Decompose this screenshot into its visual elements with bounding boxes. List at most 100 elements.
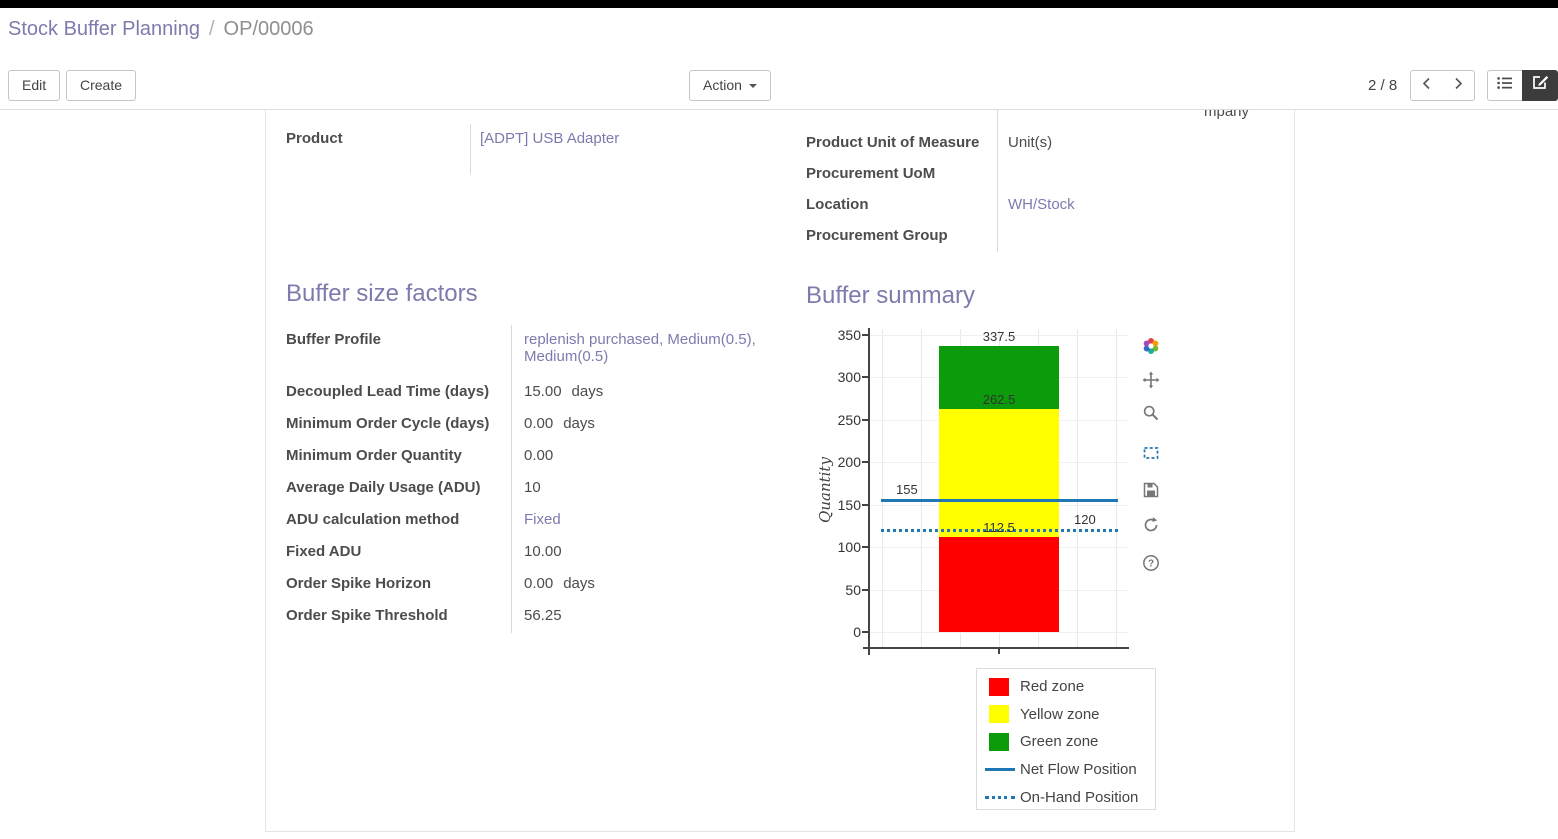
chart-annotation: 155	[896, 482, 918, 498]
y-tick-label: 0	[853, 624, 861, 640]
breadcrumb: Stock Buffer Planning / OP/00006	[8, 18, 314, 41]
order-spike-threshold-label: Order Spike Threshold	[286, 601, 512, 633]
zoom-icon[interactable]	[1139, 401, 1163, 425]
y-tick-mark	[862, 418, 869, 421]
box-select-icon[interactable]	[1139, 441, 1163, 465]
fixed-adu-label: Fixed ADU	[286, 537, 512, 569]
buffer-chart: 0 50 100 150 200 250 300 350 112.5 262.5 337.5 155 1…	[811, 325, 1181, 830]
line-on-hand-position	[881, 528, 1118, 532]
breadcrumb-current: OP/00006	[223, 18, 314, 40]
line-net-flow-position	[881, 498, 1118, 502]
form-sheet: mpany Product [ADPT] USB Adapter Product…	[265, 110, 1295, 832]
top-black-bar	[0, 0, 1558, 8]
action-label: Action	[703, 77, 742, 93]
procurement-uom-value	[998, 159, 1268, 190]
legend-item-net-flow-position[interactable]: Net Flow Position	[977, 756, 1155, 784]
y-axis-line	[868, 328, 870, 649]
pager-next-button[interactable]	[1442, 70, 1475, 101]
chevron-right-icon	[1454, 71, 1463, 100]
dlt-value: 15.00	[524, 383, 562, 400]
y-tick-label: 150	[837, 496, 861, 513]
procurement-uom-label: Procurement UoM	[806, 159, 998, 190]
legend-label: On-Hand Position	[1020, 788, 1139, 806]
y-tick-mark	[862, 631, 869, 633]
breadcrumb-parent-link[interactable]: Stock Buffer Planning	[8, 18, 200, 40]
buffer-summary-title: Buffer summary	[806, 282, 975, 309]
adu-method-label: ADU calculation method	[286, 505, 512, 537]
gridline-vertical	[1077, 329, 1078, 647]
chart-annotation: 262.5	[982, 392, 1016, 408]
buffer-profile-label: Buffer Profile	[286, 325, 512, 377]
form-edit-icon	[1532, 71, 1549, 100]
save-icon[interactable]	[1139, 478, 1163, 502]
pager-previous-button[interactable]	[1410, 70, 1443, 101]
order-spike-threshold-value: 56.25	[524, 607, 562, 624]
gridline-vertical	[882, 329, 883, 647]
legend-item-green-zone[interactable]: Green zone	[977, 728, 1155, 756]
create-button[interactable]: Create	[66, 70, 137, 101]
form-view-button[interactable]	[1522, 70, 1558, 101]
location-label: Location	[806, 190, 998, 221]
product-link[interactable]: [ADPT] USB Adapter	[480, 130, 620, 147]
chart-legend: Red zone Yellow zone Green zone Net Flow…	[976, 668, 1156, 810]
gridline-horizontal	[869, 632, 1129, 633]
on-hand-dotted-swatch	[985, 795, 1015, 799]
legend-label: Yellow zone	[1020, 705, 1100, 723]
gridline-horizontal	[869, 335, 1129, 336]
product-uom-label: Product Unit of Measure	[806, 128, 998, 159]
x-axis-tick	[998, 647, 1000, 654]
gridline-vertical	[1116, 329, 1117, 647]
legend-label: Red zone	[1020, 678, 1085, 696]
zone-red-zone	[939, 536, 1059, 632]
min-order-qty-label: Minimum Order Quantity	[286, 441, 512, 473]
procurement-group-label: Procurement Group	[806, 221, 998, 252]
x-axis-line	[863, 647, 1129, 649]
y-tick-label: 350	[837, 327, 861, 343]
plotly-logo-icon[interactable]	[1139, 334, 1163, 358]
pan-icon[interactable]	[1139, 368, 1163, 392]
dlt-label: Decoupled Lead Time (days)	[286, 377, 512, 409]
legend-label: Net Flow Position	[1020, 761, 1137, 779]
product-label: Product	[286, 124, 471, 174]
legend-label: Green zone	[1020, 733, 1099, 751]
location-link[interactable]: WH/Stock	[1008, 196, 1075, 213]
zone-yellow-zone	[939, 409, 1059, 537]
buffer-factors-group: Buffer Profile replenish purchased, Medi…	[286, 325, 770, 633]
y-tick-label: 250	[837, 411, 861, 428]
reset-axes-icon[interactable]	[1139, 513, 1163, 537]
y-tick-mark	[862, 461, 869, 464]
axis-corner-tick	[868, 647, 870, 655]
legend-item-yellow-zone[interactable]: Yellow zone	[977, 701, 1155, 729]
help-icon[interactable]: ?	[1139, 551, 1163, 575]
gridline-vertical	[921, 329, 922, 647]
buffer-profile-link[interactable]: replenish purchased, Medium(0.5), Medium…	[524, 331, 756, 365]
min-order-qty-value: 0.00	[524, 447, 554, 464]
chart-annotation: 337.5	[982, 328, 1016, 344]
legend-item-on-hand-position[interactable]: On-Hand Position	[977, 783, 1155, 811]
clipped-row-label	[806, 110, 998, 128]
y-tick-mark	[862, 376, 869, 379]
chart-annotation: 112.5	[983, 519, 1015, 535]
legend-item-red-zone[interactable]: Red zone	[977, 673, 1155, 701]
edit-button[interactable]: Edit	[8, 70, 61, 101]
clipped-row-value	[998, 110, 1268, 128]
red-zone-swatch	[989, 677, 1009, 696]
min-order-cycle-suffix: days	[563, 415, 595, 432]
y-tick-label: 50	[845, 581, 861, 598]
yellow-zone-swatch	[989, 705, 1009, 724]
product-uom-value: Unit(s)	[1008, 134, 1053, 151]
clipped-company-text: mpany	[1204, 110, 1250, 120]
list-view-button[interactable]	[1487, 70, 1523, 101]
y-tick-mark	[862, 503, 869, 506]
dlt-suffix: days	[571, 383, 604, 400]
action-dropdown-button[interactable]: Action	[689, 70, 771, 101]
procurement-group-value	[998, 221, 1268, 252]
y-tick-mark	[862, 334, 869, 336]
min-order-cycle-value: 0.00	[524, 415, 554, 432]
adu-method-link[interactable]: Fixed	[524, 511, 561, 528]
y-tick-mark	[862, 546, 869, 549]
svg-text:?: ?	[1148, 559, 1154, 570]
chevron-left-icon	[1422, 71, 1431, 100]
zone-green-zone	[939, 345, 1059, 410]
net-flow-line-swatch	[985, 768, 1015, 772]
